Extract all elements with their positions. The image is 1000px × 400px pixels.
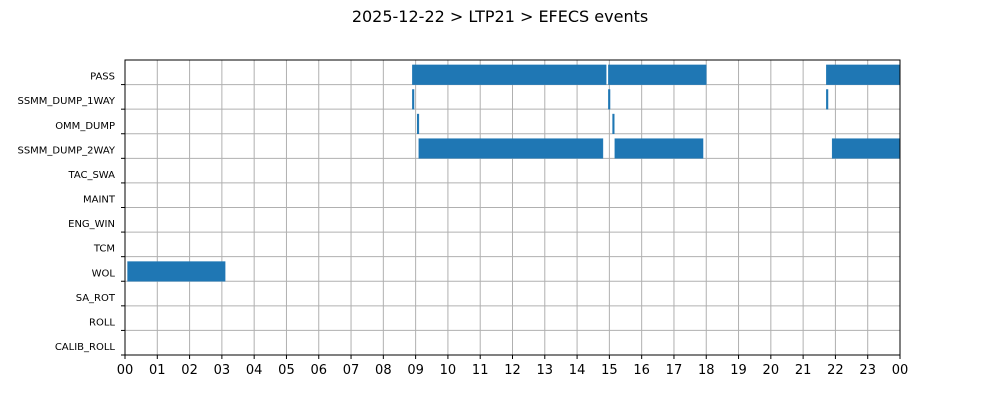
y-tick-label: MAINT <box>83 195 116 206</box>
y-axis: PASS SSMM_DUMP_1WAY OMM_DUMP SSMM_DUMP_2WAY… <box>17 72 125 356</box>
y-tick-label: ENG_WIN <box>68 219 115 230</box>
x-tick-label: 15 <box>601 363 618 378</box>
x-tick-label: 04 <box>246 363 263 378</box>
event-bar <box>608 89 611 110</box>
x-tick-label: 02 <box>181 363 198 378</box>
y-tick-label: CALIB_ROLL <box>55 342 116 353</box>
x-tick-label: 17 <box>666 363 683 378</box>
x-tick-label: 10 <box>440 363 457 378</box>
x-tick-label: 19 <box>730 363 747 378</box>
y-tick-label: TCM <box>93 244 115 255</box>
y-tick-label: SA_ROT <box>76 293 116 304</box>
y-tick-label: WOL <box>92 268 116 279</box>
x-tick-label: 03 <box>214 363 231 378</box>
event-bar <box>416 113 420 135</box>
event-bar <box>412 64 607 85</box>
x-tick-label: 07 <box>343 363 360 378</box>
event-bar <box>826 89 829 110</box>
x-tick-label: 23 <box>859 363 876 378</box>
x-tick-label: 06 <box>310 363 327 378</box>
x-tick-label: 11 <box>472 363 489 378</box>
event-bar <box>412 89 415 110</box>
grid-lines <box>124 59 901 356</box>
event-bar <box>612 113 615 135</box>
y-tick-label: SSMM_DUMP_1WAY <box>17 96 115 107</box>
event-bar <box>614 138 704 159</box>
x-tick-label: 14 <box>569 363 586 378</box>
x-tick-label: 12 <box>504 363 521 378</box>
y-tick-label: TAC_SWA <box>67 170 115 181</box>
x-axis: 00 01 02 03 04 05 06 07 08 09 10 11 12 13 14 15 16 17 18 19… <box>117 355 909 378</box>
event-bar <box>826 64 901 85</box>
x-tick-label: 00 <box>117 363 134 378</box>
x-tick-label: 20 <box>763 363 780 378</box>
x-tick-label: 05 <box>278 363 295 378</box>
y-tick-label: PASS <box>90 72 115 83</box>
x-tick-label: 08 <box>375 363 392 378</box>
chart-title: 2025-12-22 > LTP21 > EFECS events <box>352 7 648 26</box>
event-bar <box>608 64 707 85</box>
x-tick-label: 13 <box>537 363 554 378</box>
x-tick-label: 16 <box>633 363 650 378</box>
x-tick-label: 18 <box>698 363 715 378</box>
x-tick-label: 09 <box>407 363 424 378</box>
y-tick-label: ROLL <box>89 317 115 328</box>
x-tick-label: 22 <box>827 363 844 378</box>
x-tick-label: 00 <box>892 363 909 378</box>
y-tick-label: SSMM_DUMP_2WAY <box>17 145 115 156</box>
x-tick-label: 01 <box>149 363 166 378</box>
event-bar <box>127 261 226 282</box>
y-tick-label: OMM_DUMP <box>55 121 115 132</box>
event-bars <box>127 64 901 282</box>
x-tick-label: 21 <box>795 363 812 378</box>
event-bar <box>831 138 901 159</box>
event-bar <box>418 138 604 159</box>
